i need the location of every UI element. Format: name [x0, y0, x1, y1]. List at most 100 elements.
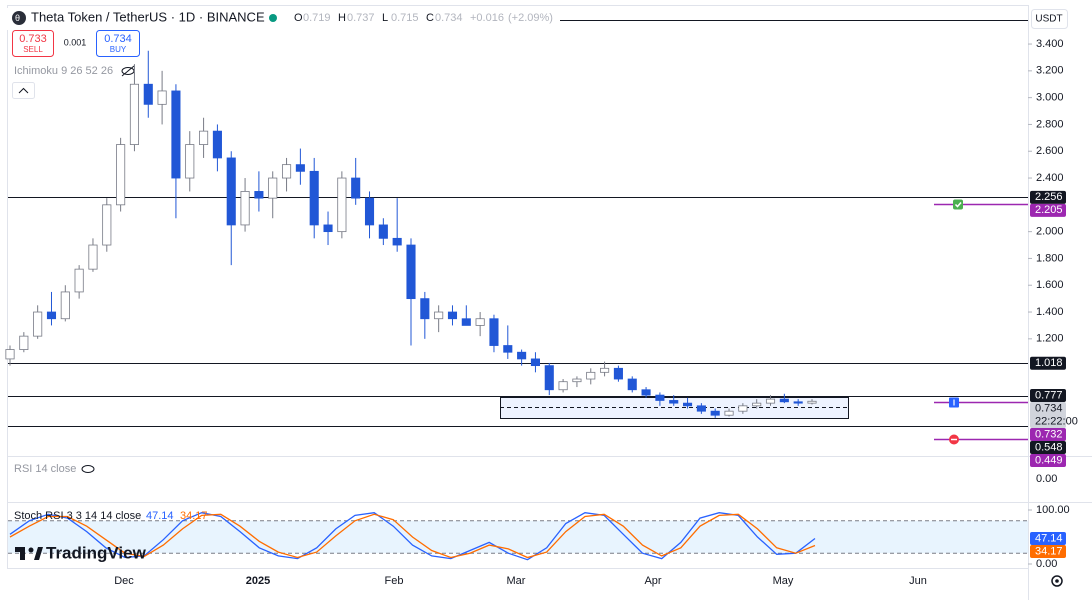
price-tag-label: 0.732 [1035, 428, 1063, 440]
candle-body [392, 237, 402, 246]
candles [5, 50, 817, 418]
candle-body [558, 381, 568, 391]
sell-price: 0.733 [19, 33, 47, 45]
ohlc-value: 0.715 [391, 12, 419, 24]
candle-body [185, 144, 195, 179]
candle-body [613, 367, 623, 380]
stoch-title: Stoch RSI 3 3 14 14 close [14, 510, 141, 522]
candle-body [627, 378, 637, 391]
stoch-tag [1030, 532, 1066, 546]
price-tag-label: 0.734 [1035, 402, 1063, 414]
candle-body [171, 90, 181, 179]
candle-body [544, 365, 554, 391]
x-tick-label: Apr [644, 575, 661, 587]
price-tag-label: 0.548 [1035, 441, 1063, 453]
candle-body [683, 402, 693, 407]
header-bg [0, 8, 560, 30]
logo-dot [28, 547, 34, 553]
ohlc-key: C [426, 12, 434, 24]
candle-body [447, 311, 458, 320]
buy-button[interactable] [96, 30, 140, 57]
rsi-tick-label: 0.00 [1036, 473, 1057, 485]
candle-body [420, 298, 430, 320]
symbol-logo [12, 11, 26, 25]
candle-body [116, 144, 126, 206]
ohlc-key: H [338, 12, 346, 24]
candle-body [351, 177, 361, 199]
candle-body [710, 410, 720, 416]
candle-body [793, 401, 803, 404]
x-tick-label: Feb [385, 575, 404, 587]
candle-body [129, 83, 139, 145]
candle-body [738, 405, 748, 412]
x-tick-label: May [773, 575, 794, 587]
symbol-title[interactable]: Theta Token / TetherUS · 1D · BINANCE [31, 9, 265, 24]
buy-price: 0.734 [104, 33, 132, 45]
candle-body [600, 367, 610, 373]
candle-body [5, 349, 15, 360]
y-tick-label: 3.000 [1036, 92, 1064, 104]
collapse-icon [18, 87, 29, 94]
alert-icon-mark [954, 202, 962, 208]
candle-body [669, 400, 679, 404]
y-tick-label: 1.800 [1036, 252, 1064, 264]
y-tick-label: 2.600 [1036, 145, 1064, 157]
hide-icon-slash [121, 65, 135, 77]
stoch-band [8, 520, 1028, 554]
price-tag [1030, 428, 1066, 442]
candle-body [282, 164, 292, 179]
candle-body [88, 244, 98, 270]
buy-label: BUY [110, 45, 127, 54]
candle-body [752, 402, 762, 407]
candle-body [489, 318, 499, 346]
ohlc-key: L [382, 12, 388, 24]
candle-body [157, 90, 167, 105]
candle-body [60, 291, 70, 320]
stoch-tag [1030, 545, 1066, 559]
candle-body [226, 157, 236, 226]
alert-icon [953, 199, 963, 210]
change-pct: (+2.09%) [508, 12, 553, 24]
candle-body [212, 130, 222, 159]
price-tag [1030, 389, 1066, 403]
candle-body [530, 358, 540, 367]
y-tick-label: 2.000 [1036, 226, 1064, 238]
candle-body [696, 405, 706, 412]
market-status [269, 14, 277, 22]
currency: USDT [1035, 14, 1062, 25]
countdown: 22:22:00 [1035, 415, 1078, 427]
candle-body [434, 311, 444, 320]
price-tag [1030, 454, 1066, 468]
y-tick-label: 1.600 [1036, 279, 1064, 291]
rsi-hide-icon[interactable] [81, 465, 95, 473]
candle-body [461, 318, 471, 326]
candle-body [143, 83, 153, 105]
candle-body [33, 311, 43, 337]
candle-body [378, 224, 388, 239]
candle-body [199, 130, 209, 145]
candle-body [765, 398, 776, 404]
sell-button[interactable] [12, 30, 54, 57]
stoch-k-value: 47.14 [146, 510, 174, 522]
ohlc-value: 0.734 [435, 12, 463, 24]
stoch-tag-label: 34.17 [1035, 545, 1063, 557]
y-tick-label: 3.200 [1036, 65, 1064, 77]
candle-body [337, 177, 347, 233]
candle-body [655, 394, 665, 401]
collapse-button[interactable] [12, 82, 35, 99]
price-tag [1030, 441, 1066, 455]
candle-body [503, 345, 513, 353]
ohlc-value: 0.737 [347, 12, 375, 24]
candle-body [19, 335, 29, 350]
y-tick-label: 1.200 [1036, 333, 1064, 345]
brand-name: TradingView [46, 543, 147, 562]
y-tick-label: 2.800 [1036, 118, 1064, 130]
indicator-label: Ichimoku 9 26 52 26 [14, 65, 113, 77]
settings-icon[interactable] [1051, 575, 1063, 587]
candle-body [586, 371, 596, 380]
candle-body [268, 177, 278, 199]
currency-button[interactable] [1031, 9, 1068, 29]
candle-body [641, 389, 651, 396]
